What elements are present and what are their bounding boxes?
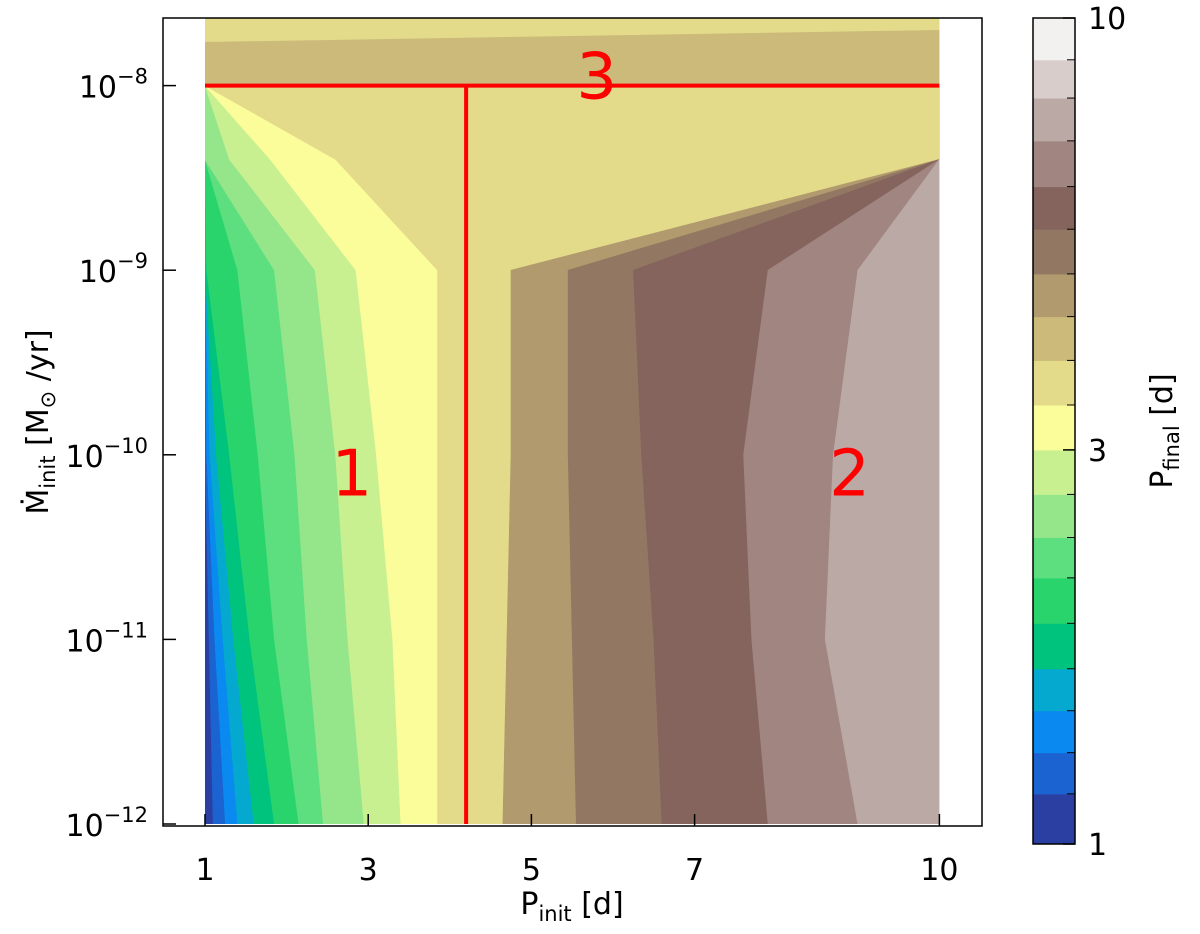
region-boundary-lines [205, 83, 940, 824]
colorbar-level [1033, 98, 1075, 142]
contour-band-top-edge [205, 18, 940, 42]
plot-margin-bottom [163, 824, 982, 826]
colorbar [1033, 18, 1075, 845]
contour-bands [163, 18, 982, 826]
y-tick-label: 10−11 [65, 618, 148, 659]
colorbar-level [1033, 752, 1075, 795]
x-axis-ticks: 1 3 5 7 10 [195, 814, 958, 888]
colorbar-tick-label: 3 [1088, 434, 1107, 469]
colorbar-tick-label: 1 [1088, 828, 1107, 863]
region-label: 3 [576, 40, 617, 114]
colorbar-level [1033, 623, 1075, 670]
y-tick-label: 10−10 [65, 434, 148, 475]
y-axis-ticks: 10−12 10−11 10−10 10−9 10−8 [65, 65, 176, 844]
colorbar-level [1033, 316, 1075, 361]
y-tick-label: 10−9 [79, 249, 148, 290]
colorbar-frame [1032, 17, 1076, 845]
colorbar-level [1033, 537, 1075, 579]
colorbar-level [1033, 273, 1075, 318]
colorbar-level [1033, 710, 1075, 754]
x-tick-label: 10 [920, 853, 958, 888]
colorbar-level [1033, 449, 1075, 495]
x-tick-label: 7 [685, 853, 704, 888]
y-tick-label: 10−8 [79, 65, 148, 106]
colorbar-level [1033, 18, 1075, 61]
plot-frame [162, 17, 983, 827]
colorbar-ticks: 1 3 10 [1063, 2, 1126, 863]
x-axis-label: Pinit [d] [520, 887, 623, 926]
colorbar-level [1033, 668, 1075, 712]
region-labels: 1 2 3 [332, 40, 870, 511]
plot-margin-left [163, 18, 205, 826]
colorbar-level [1033, 360, 1075, 406]
colorbar-label: Pfinal [d] [1145, 373, 1184, 488]
colorbar-level [1033, 577, 1075, 624]
colorbar-level [1033, 59, 1075, 99]
region-label: 1 [332, 437, 373, 511]
colorbar-level [1033, 140, 1075, 188]
plot-margin-right [939, 18, 982, 826]
colorbar-level [1033, 494, 1075, 538]
colorbar-level [1033, 404, 1075, 451]
colorbar-level [1033, 229, 1075, 275]
y-axis-label: Ṁinit [M⊙ /yr] [20, 329, 60, 514]
colorbar-level [1033, 793, 1075, 845]
colorbar-tick-label: 10 [1088, 2, 1126, 37]
x-tick-label: 3 [359, 853, 378, 888]
y-tick-label: 10−12 [65, 803, 148, 844]
colorbar-level [1033, 186, 1075, 230]
x-tick-label: 1 [195, 853, 214, 888]
region-label: 2 [829, 437, 870, 511]
x-tick-label: 5 [522, 853, 541, 888]
